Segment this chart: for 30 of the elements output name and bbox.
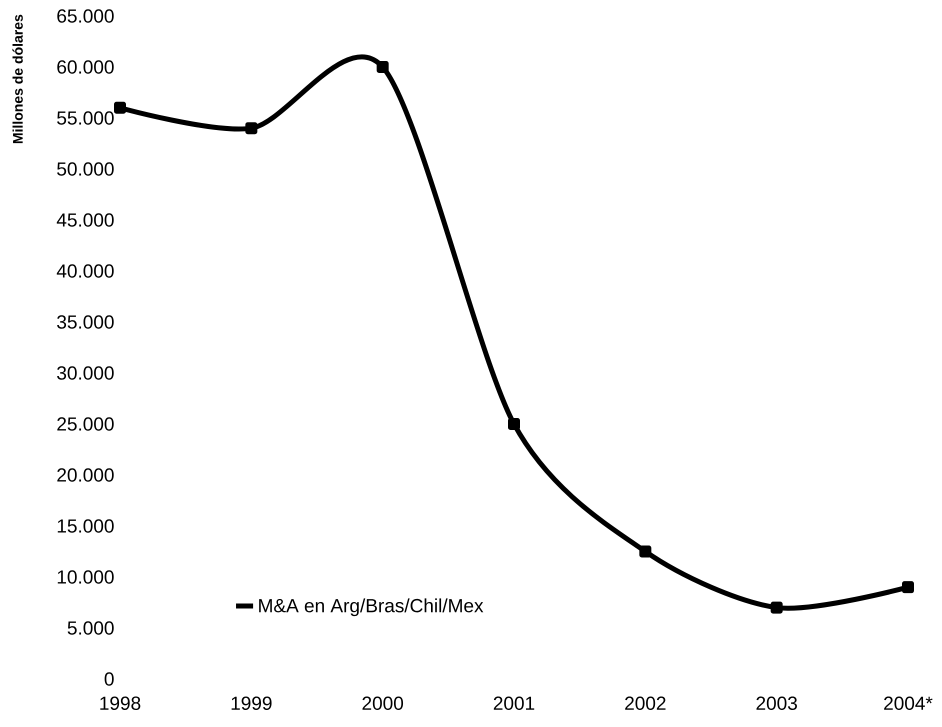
y-tick-label: 25.000 bbox=[57, 417, 114, 431]
x-tick-label: 2000 bbox=[362, 696, 404, 710]
y-tick-label: 5.000 bbox=[68, 621, 114, 635]
x-tick-label: 1998 bbox=[100, 696, 140, 710]
point bbox=[114, 102, 126, 114]
x-tick-label: 2001 bbox=[494, 696, 534, 710]
y-tick-label: 15.000 bbox=[58, 519, 114, 533]
point bbox=[639, 545, 652, 558]
point bbox=[902, 581, 914, 594]
y-tick-label: 50.000 bbox=[57, 162, 114, 176]
y-tick-label: 30.000 bbox=[57, 366, 114, 380]
point bbox=[508, 418, 520, 430]
x-tick-label: 1999 bbox=[232, 696, 272, 710]
y-tick-label: 35.000 bbox=[57, 315, 114, 329]
y-tick-label: 65.000 bbox=[57, 9, 114, 23]
y-tick-label: 55.000 bbox=[57, 111, 114, 125]
y-axis-title: Millones de dólares bbox=[12, 14, 23, 144]
y-tick-label: 60.000 bbox=[57, 60, 114, 74]
y-tick-label: 45.000 bbox=[56, 213, 114, 227]
point bbox=[376, 60, 389, 73]
point bbox=[245, 122, 258, 134]
x-tick-label: 2003 bbox=[756, 696, 797, 710]
y-tick-label: 10.000 bbox=[58, 570, 114, 584]
y-tick-label: 40.000 bbox=[56, 264, 114, 278]
point bbox=[770, 602, 783, 614]
legend-label: M&A en Arg/Bras/Chil/Mex bbox=[259, 598, 484, 616]
y-tick-label: 0 bbox=[104, 672, 114, 686]
x-tick-label: 2004* bbox=[884, 696, 933, 710]
x-tick-label: 2002 bbox=[625, 696, 666, 710]
y-tick-label: 20.000 bbox=[57, 468, 114, 482]
